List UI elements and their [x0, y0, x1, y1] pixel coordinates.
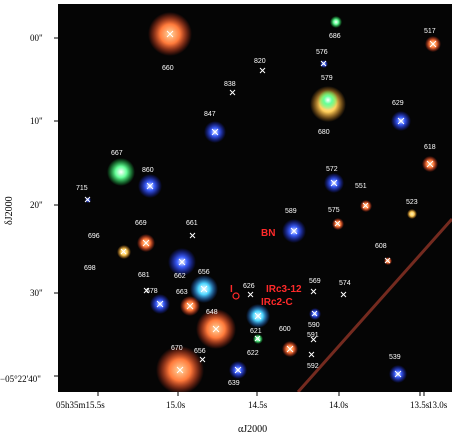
red-annotations: BN I IRc3-12 IRc2-C: [230, 228, 302, 308]
annotation-irc3-12: IRc3-12: [266, 284, 302, 295]
starfield: 660 686 576 820 838 579 680 517 847 629 …: [76, 12, 452, 392]
label-618: 618: [424, 144, 436, 151]
label-539: 539: [389, 354, 401, 361]
label-622: 622: [247, 350, 259, 357]
star-667: [107, 158, 135, 186]
label-517: 517: [424, 28, 436, 35]
label-663: 663: [176, 289, 188, 296]
label-575: 575: [328, 207, 340, 214]
star-blobs: [85, 12, 441, 392]
star-523: [407, 209, 417, 219]
label-626: 626: [243, 283, 255, 290]
label-608: 608: [375, 243, 387, 250]
label-661: 661: [186, 220, 198, 227]
label-670: 670: [171, 345, 183, 352]
label-656b: 656: [194, 348, 206, 355]
x-tick-14-5: 14.5s: [248, 400, 268, 410]
label-551: 551: [355, 183, 367, 190]
annotation-irc2-c: IRc2-C: [261, 297, 293, 308]
y-tick-10: 10": [30, 116, 43, 126]
source-markers: [84, 30, 437, 378]
source-i-marker: [232, 292, 240, 300]
label-686: 686: [329, 33, 341, 40]
diagonal-trail: [296, 218, 452, 392]
label-680: 680: [318, 129, 330, 136]
label-681: 681: [138, 272, 150, 279]
label-669: 669: [135, 220, 147, 227]
label-569: 569: [309, 278, 321, 285]
label-589: 589: [285, 208, 297, 215]
label-591: 591: [307, 332, 319, 339]
label-847: 847: [204, 111, 216, 118]
y-tick-30: 30": [30, 288, 43, 298]
label-523: 523: [406, 199, 418, 206]
y-tick-40: −05°22'40": [0, 374, 41, 384]
source-labels: 660 686 576 820 838 579 680 517 847 629 …: [76, 28, 436, 387]
false-color-image: 660 686 576 820 838 579 680 517 847 629 …: [58, 4, 452, 392]
label-600: 600: [279, 326, 291, 333]
label-639: 639: [228, 380, 240, 387]
x-axis-title: αJ2000: [238, 424, 267, 435]
star-670: [156, 346, 204, 392]
x-tick-15-5: 05h35m15.5s: [56, 400, 105, 410]
label-696: 696: [88, 233, 100, 240]
star-579-green: [318, 90, 338, 110]
annotation-i: I: [230, 284, 233, 295]
label-698: 698: [84, 265, 96, 272]
label-838: 838: [224, 81, 236, 88]
label-592: 592: [307, 363, 319, 370]
label-579: 579: [321, 75, 333, 82]
annotation-bn: BN: [261, 228, 275, 239]
y-tick-20: 20": [30, 200, 43, 210]
label-576: 576: [316, 49, 328, 56]
label-590: 590: [308, 322, 320, 329]
y-axis-title: δJ2000: [4, 196, 15, 225]
label-715: 715: [76, 185, 88, 192]
x-tick-14-0: 14.0s: [329, 400, 349, 410]
y-tick-00: 00": [30, 33, 43, 43]
x-tick-15-0: 15.0s: [166, 400, 186, 410]
label-648: 648: [206, 309, 218, 316]
label-820: 820: [254, 58, 266, 65]
label-678: 678: [146, 288, 158, 295]
x-tick-13-5: 13.5s: [410, 400, 430, 410]
label-574: 574: [339, 280, 351, 287]
label-629: 629: [392, 100, 404, 107]
label-656: 656: [198, 269, 210, 276]
label-660: 660: [162, 65, 174, 72]
x-tick-13-0: 13.0s: [428, 400, 448, 410]
star-686: [330, 16, 342, 28]
label-621: 621: [250, 328, 262, 335]
label-860: 860: [142, 167, 154, 174]
label-572: 572: [326, 166, 338, 173]
label-662: 662: [174, 273, 186, 280]
label-667: 667: [111, 150, 123, 157]
